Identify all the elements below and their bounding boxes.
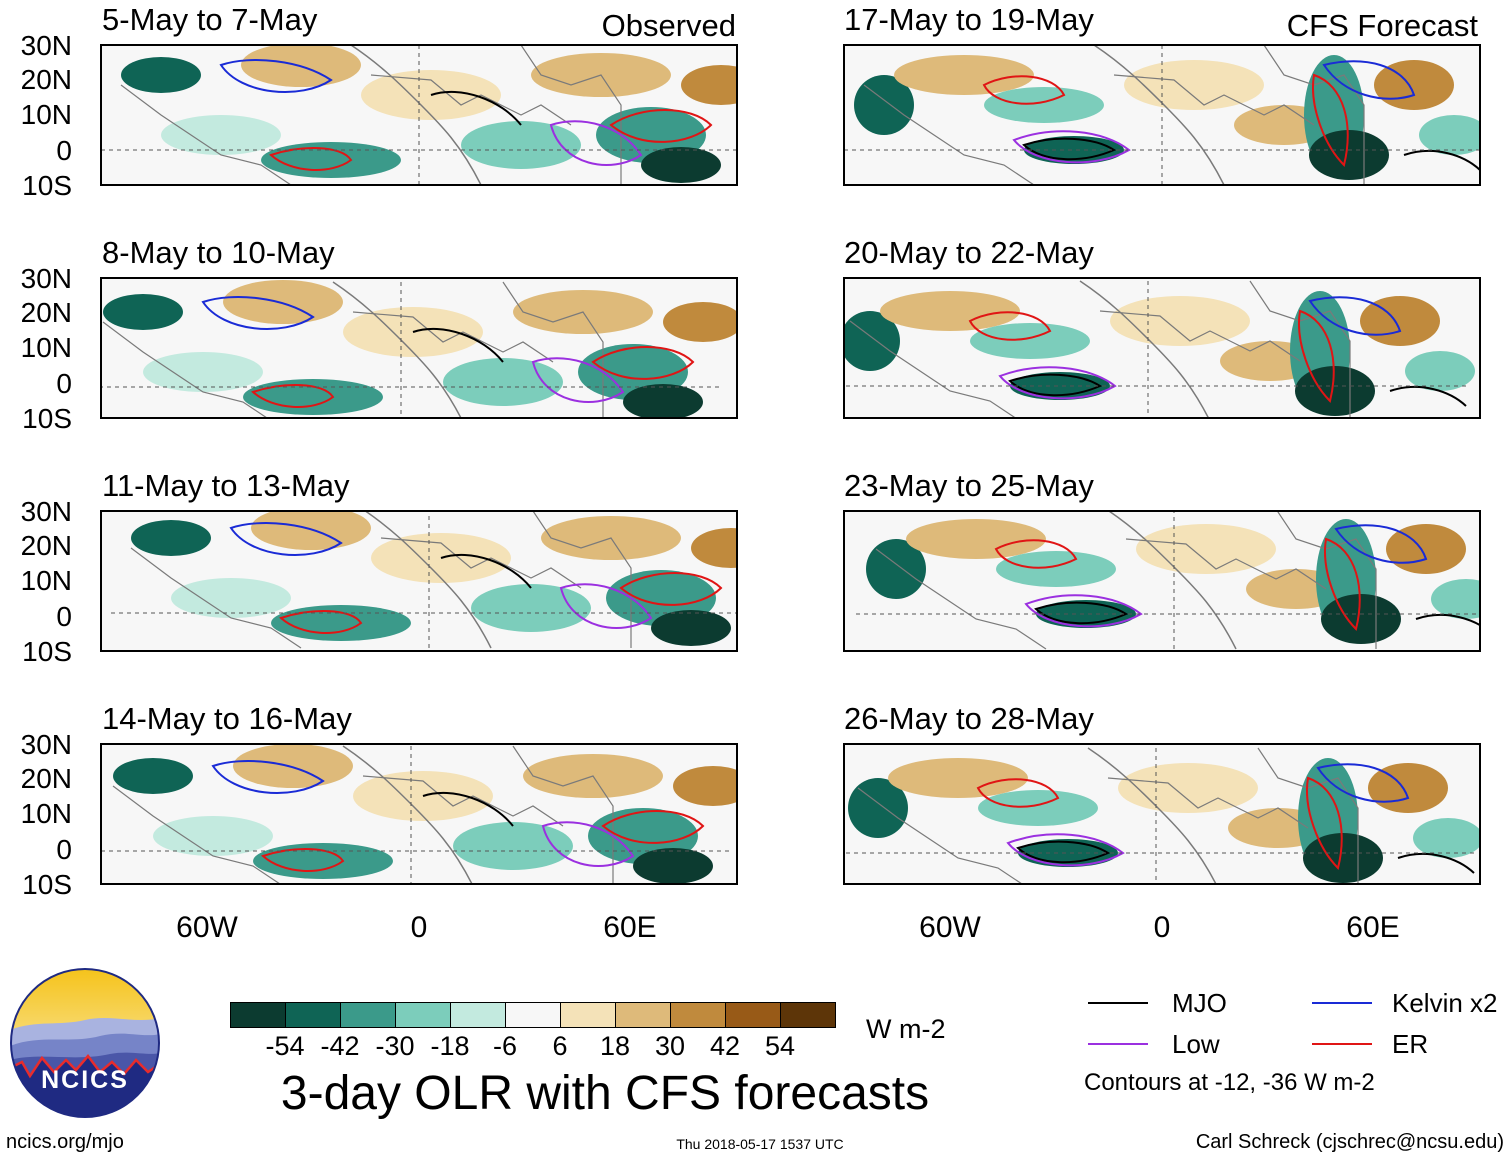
map-panel: [101, 744, 737, 884]
lat-label-20n: 20N: [20, 297, 72, 328]
lat-label-0: 0: [56, 834, 72, 865]
panel-title-left-3: 11-May to 13-May: [102, 468, 350, 503]
panel-title-right-1: 17-May to 19-May: [844, 2, 1094, 37]
colorbar-swatch: [340, 1003, 395, 1027]
lat-label-10n: 10N: [20, 332, 72, 363]
observed-label: Observed: [601, 8, 736, 43]
map-panel: [101, 45, 737, 185]
legend-item-low: Low: [1088, 1029, 1288, 1059]
colorbar-tick: 42: [709, 1031, 741, 1061]
colorbar: [230, 1002, 836, 1028]
lat-label-20n: 20N: [20, 763, 72, 794]
legend-label: MJO: [1172, 988, 1227, 1018]
colorbar-tick: 6: [552, 1031, 568, 1061]
legend-item-er: ER: [1312, 1029, 1507, 1059]
lat-label-30n: 30N: [20, 729, 72, 760]
colorbar-swatch: [780, 1003, 835, 1027]
legend-line-kelvin: [1312, 1002, 1372, 1004]
panel-title-left-1: 5-May to 7-May: [102, 2, 318, 37]
forecast-label: CFS Forecast: [1286, 8, 1478, 43]
lon-label-60w: 60W: [176, 911, 238, 944]
legend-item-kelvin: Kelvin x2: [1312, 988, 1507, 1018]
legend-label: Low: [1172, 1029, 1220, 1059]
lat-label-0: 0: [56, 601, 72, 632]
colorbar-tick: -6: [492, 1031, 517, 1061]
legend-label: ER: [1392, 1029, 1429, 1059]
colorbar-swatch: [505, 1003, 560, 1027]
lat-label-0: 0: [56, 368, 72, 399]
lat-label-30n: 30N: [20, 30, 72, 61]
colorbar-unit: W m-2: [866, 1014, 946, 1044]
colorbar-swatch: [450, 1003, 505, 1027]
lat-label-10s: 10S: [22, 869, 72, 900]
lon-label-60e: 60E: [603, 911, 657, 944]
colorbar-tick: -42: [320, 1031, 360, 1061]
colorbar-tick: 54: [764, 1031, 796, 1061]
legend-line-low: [1088, 1043, 1148, 1045]
map-panel: [844, 511, 1480, 651]
lat-label-10s: 10S: [22, 636, 72, 667]
footer-credit: Carl Schreck (cjschrec@ncsu.edu): [1195, 1131, 1504, 1153]
colorbar-swatch: [560, 1003, 615, 1027]
panel-title-left-2: 8-May to 10-May: [102, 235, 335, 270]
panel-title-left-4: 14-May to 16-May: [102, 701, 352, 736]
footer-timestamp: Thu 2018-05-17 1537 UTC: [676, 1136, 844, 1152]
map-panel: [844, 45, 1480, 185]
panel-title-right-3: 23-May to 25-May: [844, 468, 1094, 503]
colorbar-tick: 30: [654, 1031, 686, 1061]
lat-label-0: 0: [56, 135, 72, 166]
lat-label-30n: 30N: [20, 496, 72, 527]
logo-text: NCICS: [41, 1066, 129, 1094]
legend-label: Kelvin x2: [1392, 988, 1498, 1018]
colorbar-swatch: [615, 1003, 670, 1027]
colorbar-swatch: [285, 1003, 340, 1027]
colorbar-swatch: [670, 1003, 725, 1027]
legend-line-er: [1312, 1043, 1372, 1045]
lon-label-60e: 60E: [1346, 911, 1400, 944]
lon-label-0: 0: [410, 911, 428, 944]
colorbar-tick: -18: [430, 1031, 470, 1061]
lat-label-10n: 10N: [20, 99, 72, 130]
map-panel: [844, 744, 1480, 884]
legend-line-mjo: [1088, 1002, 1148, 1004]
lat-label-10s: 10S: [22, 403, 72, 434]
lon-label-60w: 60W: [919, 911, 981, 944]
lon-label-0: 0: [1153, 911, 1171, 944]
map-panel: [101, 511, 737, 651]
colorbar-tick: -30: [375, 1031, 415, 1061]
legend-item-mjo: MJO: [1088, 988, 1288, 1018]
panel-title-right-4: 26-May to 28-May: [844, 701, 1094, 736]
colorbar-swatch: [231, 1003, 285, 1027]
lat-label-30n: 30N: [20, 263, 72, 294]
lat-label-20n: 20N: [20, 530, 72, 561]
main-title: 3-day OLR with CFS forecasts: [280, 1067, 930, 1120]
colorbar-swatch: [725, 1003, 780, 1027]
ncics-logo: [10, 968, 160, 1118]
lat-label-10n: 10N: [20, 798, 72, 829]
lat-label-20n: 20N: [20, 64, 72, 95]
map-panel: [844, 278, 1480, 418]
legend-note: Contours at -12, -36 W m-2: [1084, 1069, 1375, 1096]
panel-title-right-2: 20-May to 22-May: [844, 235, 1094, 270]
lat-label-10s: 10S: [22, 170, 72, 201]
colorbar-tick: -54: [265, 1031, 305, 1061]
colorbar-swatch: [395, 1003, 450, 1027]
map-panel: [101, 278, 737, 418]
colorbar-tick: 18: [599, 1031, 631, 1061]
lat-label-10n: 10N: [20, 565, 72, 596]
footer-url: ncics.org/mjo: [6, 1131, 124, 1153]
